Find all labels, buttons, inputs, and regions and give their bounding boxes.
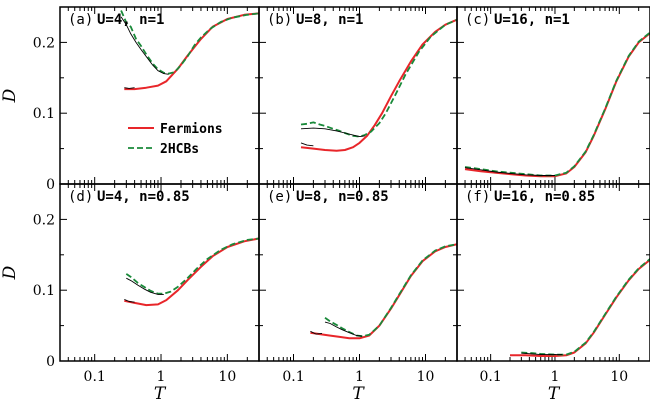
x-tick-label: 1 [355,369,364,385]
panel-f: (f) U=16, n=0.85 0.1 1 10 [456,183,650,385]
x-tick-label: 10 [610,369,628,385]
series-reference-line [120,16,169,75]
panel-frame [59,6,260,185]
x-axis-title: T [548,384,561,403]
series-group [300,18,457,152]
series-fermions-line [300,18,457,152]
series-group [510,258,650,357]
panel-e: (e) U=8, n=0.85 0.1 1 10 [258,183,458,385]
series-fermions-line [124,237,259,307]
y-axis-title: D [0,88,20,103]
y-tick-label: 0.1 [33,106,55,122]
x-axis-title: T [352,384,365,403]
panel-frame [258,6,458,185]
series-fermions-line [464,32,650,178]
series-group [120,10,259,91]
panel-tag: (a) [68,12,93,28]
x-tick-label: 0.1 [282,369,304,385]
panel-b: (b) U=8, n=1 [258,6,458,185]
x-axis-title: T [154,384,167,403]
x-tick-label: 10 [218,369,236,385]
x-tick-label: 0.1 [84,369,106,385]
y-tick-label: 0.2 [33,212,55,228]
panel-tag: (e) [267,189,292,205]
panel-frame [258,183,458,362]
series-reference-line [310,330,323,335]
series-2hcbs-line [464,31,650,177]
y-axis-title: D [0,265,20,280]
panel-title: U=16, n=0.85 [494,189,595,205]
series-reference-line [126,277,164,295]
panel-title: U=8, n=1 [296,12,363,28]
panel-frame [456,6,650,185]
series-2hcbs-line [521,258,650,356]
panel-title: U=4, n=1 [97,12,164,28]
panel-d: (d) U=4, n=0.85 0.1 1 10 0 0.1 0.2 [33,183,260,385]
series-group [464,31,650,178]
legend-2hcbs-label: 2HCBs [160,142,199,157]
legend: Fermions 2HCBs [128,122,223,157]
y-tick-label: 0.2 [33,35,55,51]
y-tick-label: 0.1 [33,283,55,299]
panel-tag: (c) [465,12,490,28]
panel-frame [59,183,260,362]
series-reference-line [124,87,135,89]
panel-c: (c) U=16, n=1 [456,6,650,185]
panel-title: U=16, n=1 [494,12,570,28]
series-fermions-line [310,243,457,340]
panel-tag: (f) [465,189,490,205]
series-2hcbs-line [125,237,259,295]
panel-a: (a) U=4, n=1 0 0.1 0.2 Fermions 2HCBs [33,6,260,193]
series-reference-line [124,298,135,303]
x-tick-label: 0.1 [480,369,502,385]
series-group [310,243,457,340]
x-tick-label: 1 [157,369,166,385]
panel-title: U=8, n=0.85 [296,189,389,205]
series-reference-line [324,321,363,337]
panel-tag: (d) [68,189,93,205]
axis-labels: D T D T T [0,88,561,403]
legend-fermions-label: Fermions [160,122,223,137]
series-reference-line [300,142,314,147]
x-tick-label: 1 [551,369,560,385]
panel-title: U=4, n=0.85 [97,189,190,205]
series-2hcbs-line [120,10,259,75]
series-fermions-line [510,259,650,357]
y-tick-label: 0 [46,354,55,370]
panel-tag: (b) [267,12,292,28]
series-reference-line [300,127,365,138]
series-group [124,237,259,307]
series-reference-line [464,167,555,176]
y-tick-label: 0 [46,177,55,193]
panel-frame [456,183,650,362]
x-tick-label: 10 [417,369,435,385]
series-2hcbs-line [324,243,457,338]
series-reference-line [521,352,563,356]
